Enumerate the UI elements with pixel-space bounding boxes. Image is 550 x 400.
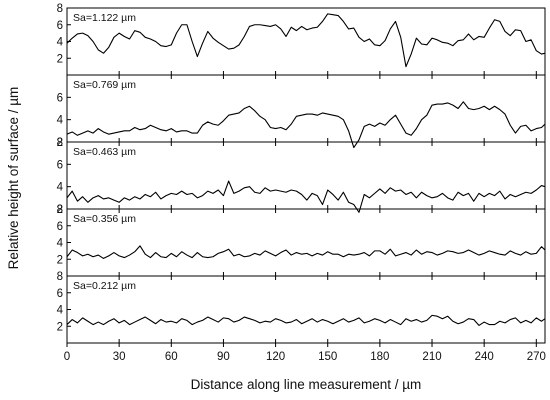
y-tick-label: 6 [57, 288, 63, 300]
x-tick-label: 150 [318, 351, 337, 363]
panel-frame [66, 7, 546, 76]
y-tick-label: 6 [57, 221, 63, 233]
y-tick-label: 8 [57, 137, 63, 149]
panels-group: 2 4 6 8 Sa=1.122 µm 2 4 6 Sa=0.769 µm 2 4 6 8 Sa=0.46… [57, 3, 546, 344]
panel-3: 2 4 6 8 Sa=0.463 µm [57, 137, 546, 216]
panel-5: 2 4 6 8 Sa=0.212 µm [57, 271, 546, 344]
y-tick-label: 2 [57, 137, 63, 149]
y-tick-label: 4 [57, 182, 64, 194]
panel-frame [66, 208, 546, 277]
x-tick-label: 90 [217, 351, 230, 363]
y-tick-label: 8 [57, 204, 63, 216]
sa-annotation: Sa=1.122 µm [73, 12, 136, 24]
y-axis-label: Relative height of surface / µm [6, 87, 21, 270]
panel-4: 2 4 6 8 Sa=0.356 µm [57, 204, 546, 277]
x-axis: 0 30 60 90 120 150 180 210 240 270 [64, 343, 546, 363]
x-tick-label: 0 [64, 351, 70, 363]
y-tick-label: 8 [57, 3, 63, 15]
y-tick-label: 6 [57, 159, 63, 171]
y-tick-label: 2 [57, 254, 63, 266]
profile-line [66, 245, 546, 259]
profile-line [66, 180, 546, 213]
y-tick-label: 6 [57, 20, 63, 32]
x-tick-label: 180 [370, 351, 389, 363]
panel-1: 2 4 6 8 Sa=1.122 µm [57, 3, 546, 76]
sa-annotation: Sa=0.356 µm [73, 213, 136, 225]
x-tick-label: 240 [475, 351, 494, 363]
x-tick-label: 210 [422, 351, 441, 363]
panel-frame [66, 74, 546, 143]
y-tick-label: 2 [57, 53, 63, 65]
profile-line [66, 13, 546, 68]
panel-frame [66, 275, 546, 344]
x-tick-label: 60 [165, 351, 178, 363]
panel-2: 2 4 6 Sa=0.769 µm [57, 74, 546, 149]
y-tick-label: 2 [57, 321, 63, 333]
profile-line [66, 314, 546, 326]
x-tick-label: 30 [113, 351, 126, 363]
y-tick-label: 8 [57, 271, 63, 283]
sa-annotation: Sa=0.212 µm [73, 280, 136, 292]
x-axis-label: Distance along line measurement / µm [191, 377, 422, 392]
sa-annotation: Sa=0.463 µm [73, 146, 136, 158]
y-tick-label: 4 [57, 37, 64, 49]
y-tick-label: 2 [57, 204, 63, 216]
profile-line [66, 101, 546, 149]
y-tick-label: 4 [57, 238, 64, 250]
y-tick-label: 6 [57, 92, 63, 104]
x-tick-label: 270 [527, 351, 546, 363]
y-tick-label: 4 [57, 115, 64, 127]
y-tick-label: 4 [57, 305, 64, 317]
sa-annotation: Sa=0.769 µm [73, 79, 136, 91]
x-tick-label: 120 [266, 351, 285, 363]
